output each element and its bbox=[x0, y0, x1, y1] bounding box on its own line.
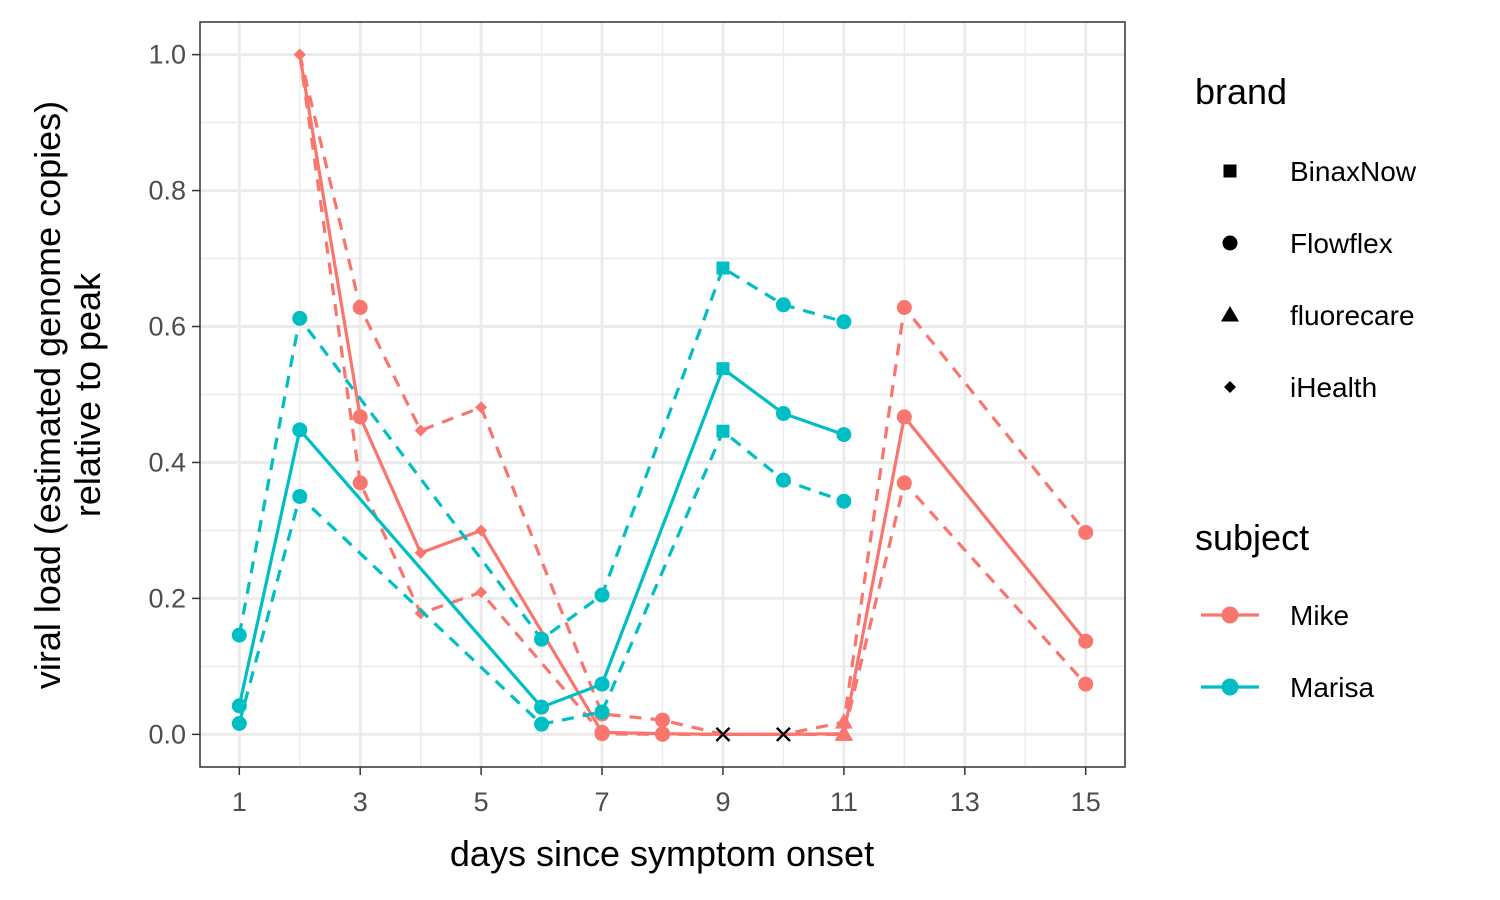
marker-circle bbox=[594, 587, 610, 603]
marker-circle bbox=[775, 406, 791, 422]
series-marisa-solid-3 bbox=[231, 362, 852, 715]
marker-triangle bbox=[834, 725, 853, 741]
marker-circle bbox=[1078, 524, 1094, 540]
marker-square bbox=[716, 424, 730, 438]
legend-brand-label: Flowflex bbox=[1290, 228, 1393, 259]
marker-circle bbox=[534, 631, 550, 647]
marker-circle bbox=[896, 409, 912, 425]
legend-brand-label: BinaxNow bbox=[1290, 156, 1417, 187]
legend-subject-label: Mike bbox=[1290, 600, 1349, 631]
y-axis-title: viral load (estimated genome copies) rel… bbox=[27, 101, 108, 689]
y-axis: 0.0 0.2 0.4 0.6 0.8 1.0 bbox=[148, 40, 200, 749]
marker-square bbox=[1223, 164, 1237, 178]
marker-circle bbox=[352, 475, 368, 491]
legend-subject-label: Marisa bbox=[1290, 672, 1374, 703]
legend-brand-label: fluorecare bbox=[1290, 300, 1415, 331]
legend-subject-title: subject bbox=[1195, 517, 1309, 558]
marker-x bbox=[776, 727, 791, 742]
marker-diamond bbox=[475, 586, 488, 599]
legend-subject-item-marisa: Marisa bbox=[1201, 672, 1374, 703]
x-tick-label: 13 bbox=[950, 787, 980, 817]
x-axis-title: days since symptom onset bbox=[450, 833, 874, 874]
y-tick-label: 0.4 bbox=[148, 447, 186, 477]
marker-circle bbox=[594, 726, 610, 742]
x-tick-label: 3 bbox=[353, 787, 368, 817]
marker-diamond bbox=[414, 607, 427, 620]
legend-brand: brand BinaxNow Flowflex fluorecare iHealth bbox=[1195, 71, 1417, 403]
marker-circle bbox=[896, 475, 912, 491]
marker-circle bbox=[231, 627, 247, 643]
marker-triangle bbox=[834, 713, 853, 729]
marker-circle bbox=[292, 488, 308, 504]
marker-circle bbox=[594, 704, 610, 720]
marker-circle bbox=[1078, 676, 1094, 692]
x-tick-label: 7 bbox=[595, 787, 610, 817]
legend-subject-item-mike: Mike bbox=[1201, 600, 1349, 631]
marker-circle bbox=[352, 409, 368, 425]
marker-circle bbox=[534, 716, 550, 732]
marker-circle bbox=[352, 299, 368, 315]
marker-x-stroke bbox=[715, 727, 731, 742]
marker-circle bbox=[836, 314, 852, 330]
marker-diamond bbox=[414, 546, 427, 559]
series-marisa-dashed-4 bbox=[231, 261, 852, 647]
legend-brand-item-ihealth: iHealth bbox=[1224, 372, 1377, 403]
x-tick-label: 5 bbox=[474, 787, 489, 817]
legend-subject-marker bbox=[1221, 678, 1239, 696]
plot-border bbox=[199, 21, 1126, 768]
y-tick-label: 0.0 bbox=[148, 719, 186, 749]
series-layer bbox=[231, 48, 1094, 742]
series-marisa-dashed-5 bbox=[231, 424, 852, 732]
x-tick-label: 9 bbox=[715, 787, 730, 817]
x-tick-label: 1 bbox=[232, 787, 247, 817]
marker-circle bbox=[775, 297, 791, 313]
legend-subject: subject Mike Marisa bbox=[1195, 517, 1374, 703]
legend-brand-item-binaxnow: BinaxNow bbox=[1223, 156, 1417, 187]
marker-circle bbox=[836, 493, 852, 509]
x-tick-label: 11 bbox=[830, 787, 858, 817]
marker-circle bbox=[292, 310, 308, 326]
legend-brand-item-flowflex: Flowflex bbox=[1222, 228, 1393, 259]
legend-brand-title: brand bbox=[1195, 71, 1287, 112]
marker-circle bbox=[775, 472, 791, 488]
marker-square bbox=[716, 362, 730, 376]
y-tick-label: 0.6 bbox=[148, 312, 186, 342]
y-axis-title-line-2: relative to peak bbox=[67, 272, 108, 517]
legend-brand-label: iHealth bbox=[1290, 372, 1377, 403]
marker-circle bbox=[594, 676, 610, 692]
y-tick-label: 1.0 bbox=[148, 40, 186, 70]
marker-circle bbox=[1222, 235, 1238, 251]
marker-circle bbox=[1078, 633, 1094, 649]
marker-diamond bbox=[1224, 381, 1236, 393]
y-tick-label: 0.8 bbox=[148, 176, 186, 206]
legend-subject-marker bbox=[1221, 606, 1239, 624]
x-axis: 1 3 5 7 9 11 13 15 bbox=[232, 767, 1101, 817]
x-tick-label: 15 bbox=[1071, 787, 1101, 817]
y-tick-label: 0.2 bbox=[148, 583, 186, 613]
marker-circle bbox=[534, 699, 550, 715]
marker-circle bbox=[655, 712, 670, 728]
marker-triangle bbox=[1221, 306, 1239, 322]
series-line bbox=[298, 54, 1087, 736]
marker-diamond bbox=[475, 401, 488, 414]
marker-x bbox=[715, 727, 731, 742]
marker-circle bbox=[896, 299, 912, 315]
marker-circle bbox=[292, 422, 308, 438]
marker-diamond bbox=[414, 424, 427, 437]
marker-diamond bbox=[475, 524, 488, 537]
marker-circle bbox=[231, 715, 247, 731]
marker-circle bbox=[231, 698, 247, 714]
marker-square bbox=[716, 261, 730, 275]
marker-diamond bbox=[293, 48, 306, 61]
marker-circle bbox=[836, 427, 852, 443]
legend-brand-item-fluorecare: fluorecare bbox=[1221, 300, 1415, 331]
series-mike-dashed-2 bbox=[293, 48, 1094, 742]
marker-circle bbox=[655, 726, 670, 742]
y-axis-title-line-1: viral load (estimated genome copies) bbox=[27, 101, 68, 689]
marker-x-stroke bbox=[776, 727, 791, 742]
